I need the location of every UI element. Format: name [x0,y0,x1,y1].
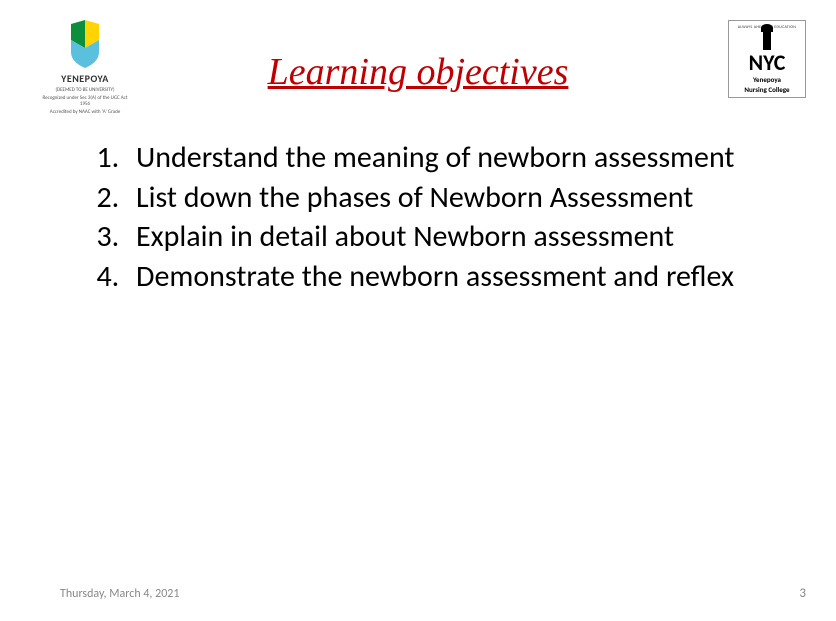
list-item: Demonstrate the newborn assessment and r… [126,258,776,296]
footer-date: Thursday, March 4, 2021 [60,587,179,601]
torch-icon [763,30,771,50]
logo-left: YENEPOYA (DEEMED TO BE UNIVERSITY) Recog… [40,20,130,115]
logo-left-sub1: (DEEMED TO BE UNIVERSITY) [40,87,130,93]
shield-icon [65,20,105,68]
list-item: Understand the meaning of newborn assess… [126,139,776,177]
objectives-list: Understand the meaning of newborn assess… [40,139,796,295]
logo-left-sub3: Accredited by NAAC with 'A' Grade [40,109,130,115]
logo-right: ALWAYS AHEAD OF EDUCATION NYC Yenepoya N… [728,20,806,98]
logo-right-bottom1: Yenepoya [733,76,801,84]
slide-container: YENEPOYA (DEEMED TO BE UNIVERSITY) Recog… [0,0,836,621]
logo-left-sub2: Recognized under Sec 3(A) of the UGC Act… [40,95,130,107]
logo-left-brand: YENEPOYA [40,72,130,85]
list-item: Explain in detail about Newborn assessme… [126,218,776,256]
list-item: List down the phases of Newborn Assessme… [126,179,776,217]
page-title: Learning objectives [40,50,796,94]
logo-right-main: NYC [733,52,801,74]
logo-right-bottom2: Nursing College [733,86,801,94]
footer-page-number: 3 [799,586,806,601]
